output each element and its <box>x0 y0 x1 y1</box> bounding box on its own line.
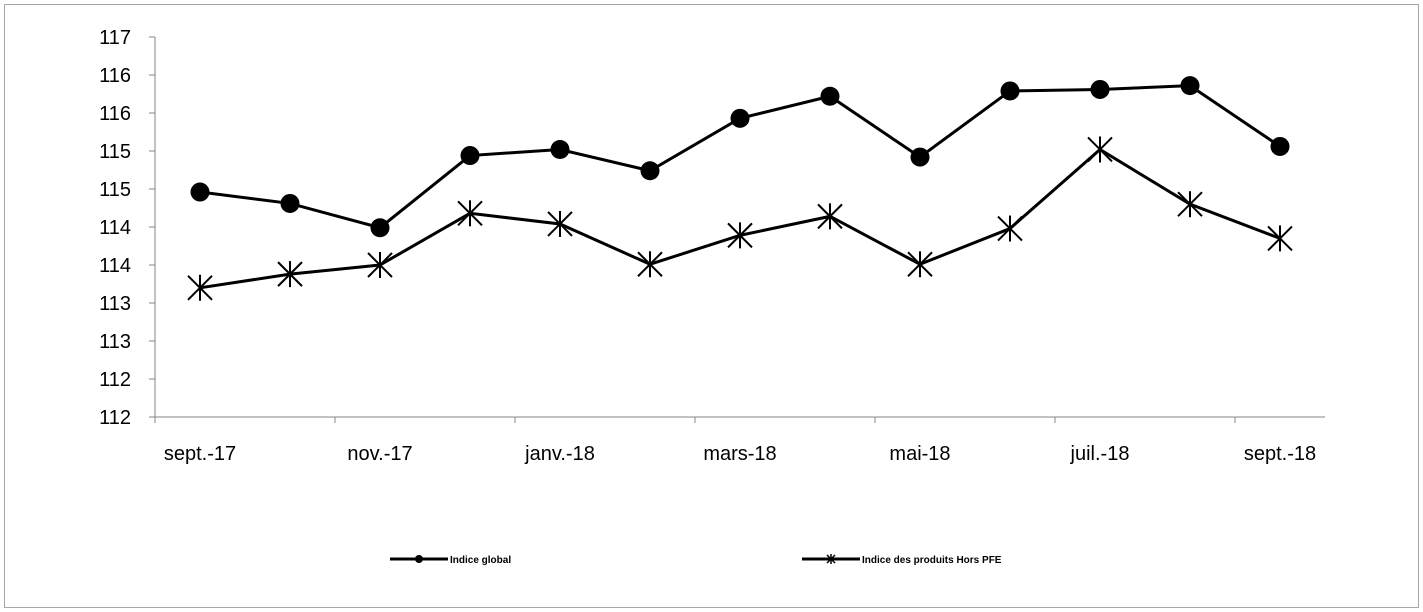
data-point <box>1180 76 1200 96</box>
y-tick-labels: 112 112 113 113 114 114 115 115 116 116 117 <box>99 27 131 429</box>
series-line <box>199 147 1281 290</box>
legend-marker <box>826 554 836 564</box>
x-tick-label: mai-18 <box>889 443 950 465</box>
legend-label: Indice global <box>450 555 511 566</box>
data-point <box>910 147 930 167</box>
data-point <box>1090 79 1110 99</box>
data-point <box>1177 191 1203 218</box>
y-tick-label: 116 <box>99 103 131 125</box>
x-tick-label: sept.-18 <box>1244 443 1316 465</box>
data-point <box>370 218 390 238</box>
y-tick-label: 112 <box>99 407 131 429</box>
data-point <box>820 86 840 106</box>
data-point <box>997 215 1023 242</box>
data-point <box>367 252 393 278</box>
legend-item: Indice des produits Hors PFE <box>802 554 1002 566</box>
data-point <box>457 200 483 227</box>
data-point <box>460 146 480 166</box>
data-point <box>550 139 570 159</box>
x-tick-label: nov.-17 <box>347 443 412 465</box>
x-tick-label: janv.-18 <box>524 443 595 465</box>
data-point <box>277 261 303 288</box>
data-point <box>640 161 660 181</box>
y-tick-label: 113 <box>99 293 131 315</box>
legend-marker <box>415 555 423 563</box>
y-tick-label: 116 <box>99 65 131 87</box>
y-tick-label: 115 <box>99 179 131 201</box>
data-point <box>1087 136 1113 163</box>
chart-area <box>4 4 1419 608</box>
data-point <box>187 274 213 301</box>
x-tick-label: mars-18 <box>703 443 776 465</box>
data-point <box>727 222 753 249</box>
data-point <box>190 182 210 202</box>
x-tick-labels: sept.-17 nov.-17 janv.-18 mars-18 mai-18 juil… <box>164 443 1316 465</box>
y-tick-label: 115 <box>99 141 131 163</box>
legend-label: Indice des produits Hors PFE <box>862 555 1002 566</box>
series-line <box>199 84 1281 230</box>
axes <box>149 36 1325 423</box>
series-2 <box>187 136 1293 301</box>
series-1 <box>190 76 1290 238</box>
data-point <box>1000 81 1020 101</box>
y-tick-label: 114 <box>99 217 131 239</box>
data-point <box>547 210 573 237</box>
x-tick-label: sept.-17 <box>164 443 236 465</box>
series-layer <box>187 76 1293 301</box>
y-tick-label: 112 <box>99 369 131 391</box>
y-tick-label: 114 <box>99 255 131 277</box>
data-point <box>1270 136 1290 156</box>
y-tick-label: 117 <box>99 27 131 49</box>
x-tick-label: juil.-18 <box>1070 443 1130 465</box>
legend: Indice global Indice des produits Hors PF… <box>390 554 1002 566</box>
data-point <box>280 193 300 213</box>
y-tick-label: 113 <box>99 331 131 353</box>
data-point <box>1267 225 1293 252</box>
legend-item: Indice global <box>390 555 511 566</box>
data-point <box>817 203 843 230</box>
data-point <box>637 251 663 278</box>
data-point <box>907 251 933 278</box>
data-point <box>730 108 750 128</box>
